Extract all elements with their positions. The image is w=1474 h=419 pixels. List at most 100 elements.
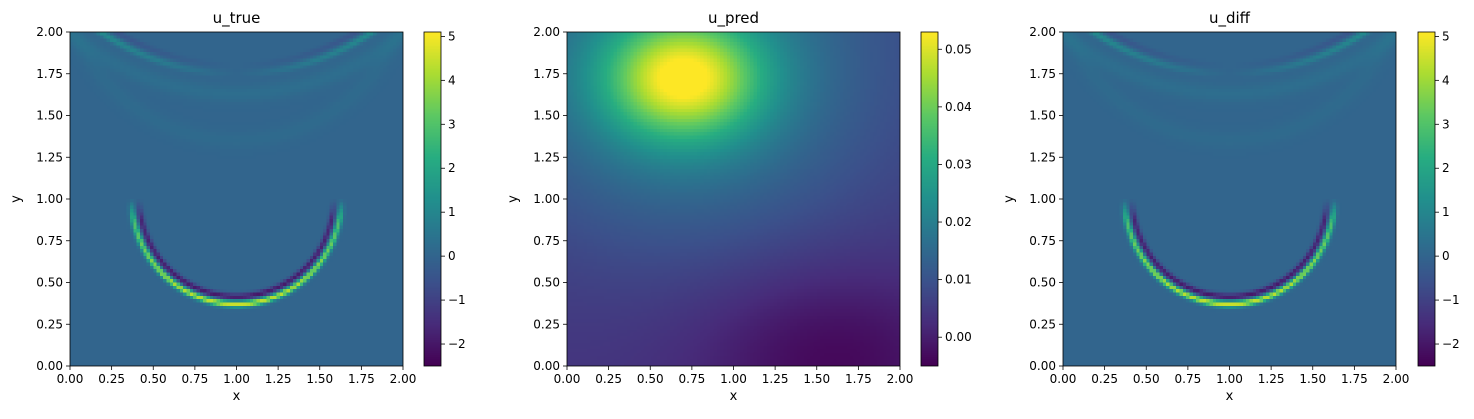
colorbar-tick-label: 5 (1442, 29, 1450, 43)
x-tick-label: 1.50 (803, 372, 830, 386)
y-axis-label: y (506, 195, 521, 203)
x-tick-label: 0.25 (1091, 372, 1118, 386)
y-tick-label: 2.00 (533, 25, 560, 39)
x-tick-label: 0.75 (182, 372, 209, 386)
x-tick-label: 0.00 (554, 372, 581, 386)
y-tick-label: 0.25 (1029, 317, 1056, 331)
colorbar-tick-label: −2 (448, 337, 466, 351)
x-tick-label: 0.75 (679, 372, 706, 386)
colorbar-frame (920, 31, 939, 367)
x-tick-label: 2.00 (1383, 372, 1410, 386)
subplot-u-pred: u_pred 0.00 0.25 0.50 0.75 1.00 1.25 1.50 1.75 2.… (506, 9, 972, 404)
y-tick-label: 1.00 (36, 192, 63, 206)
colorbar-tick-label: 1 (1442, 205, 1450, 219)
y-tick-label: 0.75 (533, 234, 560, 248)
x-tick-label: 1.75 (1341, 372, 1368, 386)
y-axis-label: y (1002, 195, 1017, 203)
y-tick-label: 1.25 (533, 150, 560, 164)
colorbar-tick-label: 0.01 (945, 273, 972, 287)
colorbar-frame (423, 31, 442, 367)
colorbar-tick-label: 4 (1442, 73, 1450, 87)
y-tick-label: 1.50 (1029, 109, 1056, 123)
x-tick-label: 1.00 (1216, 372, 1243, 386)
y-tick-label: 0.75 (36, 234, 63, 248)
colorbar-tick-label: 0 (448, 249, 456, 263)
y-tick-label: 0.00 (533, 359, 560, 373)
y-tick-label: 0.25 (533, 317, 560, 331)
y-tick-label: 0.25 (36, 317, 63, 331)
y-tick-label: 1.75 (1029, 67, 1056, 81)
x-tick-label: 1.00 (720, 372, 747, 386)
y-tick-label: 0.50 (533, 276, 560, 290)
subplot-u-diff: u_diff 0.00 0.25 0.50 0.75 1.00 1.25 1.50 1.75 2.… (1002, 9, 1460, 404)
y-axis-label: y (9, 195, 24, 203)
colorbar-frame (1417, 31, 1436, 367)
colorbar-tick-label: 4 (448, 73, 456, 87)
y-tick-label: 0.50 (1029, 276, 1056, 290)
heatmap-image (567, 32, 900, 366)
colorbar-gradient (424, 32, 441, 366)
y-tick-label: 1.00 (1029, 192, 1056, 206)
y-tick-label: 2.00 (36, 25, 63, 39)
colorbar-tick-label: 5 (448, 29, 456, 43)
chart-title: u_diff (1209, 9, 1251, 28)
colorbar-tick-label: 2 (448, 161, 456, 175)
y-tick-label: 0.00 (36, 359, 63, 373)
colorbar-gradient (921, 32, 938, 366)
x-tick-label: 0.75 (1175, 372, 1202, 386)
colorbar-tick-label: 2 (1442, 161, 1450, 175)
y-tick-label: 1.25 (1029, 150, 1056, 164)
x-tick-label: 0.25 (98, 372, 125, 386)
x-tick-label: 0.50 (637, 372, 664, 386)
colorbar: −2 −1 0 1 2 3 4 5 (1417, 29, 1460, 367)
heatmap-image (1063, 32, 1396, 366)
colorbar: 0.00 0.01 0.02 0.03 0.04 0.05 (920, 31, 972, 367)
x-tick-label: 1.50 (306, 372, 333, 386)
colorbar-tick-label: 0.03 (945, 157, 972, 171)
x-tick-label: 0.00 (1050, 372, 1077, 386)
x-tick-label: 1.25 (265, 372, 292, 386)
y-tick-label: 1.50 (533, 109, 560, 123)
x-tick-label: 0.50 (140, 372, 167, 386)
x-tick-label: 1.50 (1299, 372, 1326, 386)
x-tick-label: 0.25 (595, 372, 622, 386)
x-axis-label: x (1226, 389, 1234, 404)
colorbar-tick-label: −2 (1442, 337, 1460, 351)
heatmap-image (70, 32, 403, 366)
colorbar-tick-label: 0 (1442, 249, 1450, 263)
y-tick-label: 0.00 (1029, 359, 1056, 373)
colorbar-tick-label: 3 (448, 117, 456, 131)
subplot-u-true: u_true 0.00 0.25 0.50 0.75 1.00 1.25 1.50 1.75 2.… (9, 9, 466, 404)
colorbar-tick-label: 1 (448, 205, 456, 219)
y-tick-label: 1.25 (36, 150, 63, 164)
colorbar-gradient (1418, 32, 1435, 366)
x-tick-label: 1.75 (845, 372, 872, 386)
x-axis-label: x (233, 389, 241, 404)
x-tick-label: 1.75 (348, 372, 375, 386)
colorbar-tick-label: 0.05 (945, 42, 972, 56)
y-tick-label: 0.50 (36, 276, 63, 290)
y-tick-label: 1.50 (36, 109, 63, 123)
colorbar-tick-label: 3 (1442, 117, 1450, 131)
chart-title: u_pred (708, 9, 759, 28)
colorbar-tick-label: −1 (1442, 293, 1460, 307)
x-tick-label: 2.00 (887, 372, 914, 386)
y-tick-label: 0.75 (1029, 234, 1056, 248)
y-tick-label: 2.00 (1029, 25, 1056, 39)
colorbar-tick-label: 0.02 (945, 215, 972, 229)
y-tick-label: 1.75 (36, 67, 63, 81)
colorbar-tick-label: −1 (448, 293, 466, 307)
x-tick-label: 1.25 (762, 372, 789, 386)
chart-title: u_true (213, 9, 261, 28)
colorbar-tick-label: 0.00 (945, 330, 972, 344)
x-tick-label: 2.00 (390, 372, 417, 386)
x-tick-label: 0.00 (57, 372, 84, 386)
x-tick-label: 1.25 (1258, 372, 1285, 386)
x-axis-label: x (730, 389, 738, 404)
x-tick-label: 1.00 (223, 372, 250, 386)
x-tick-label: 0.50 (1133, 372, 1160, 386)
y-tick-label: 1.00 (533, 192, 560, 206)
y-tick-label: 1.75 (533, 67, 560, 81)
colorbar-tick-label: 0.04 (945, 100, 972, 114)
